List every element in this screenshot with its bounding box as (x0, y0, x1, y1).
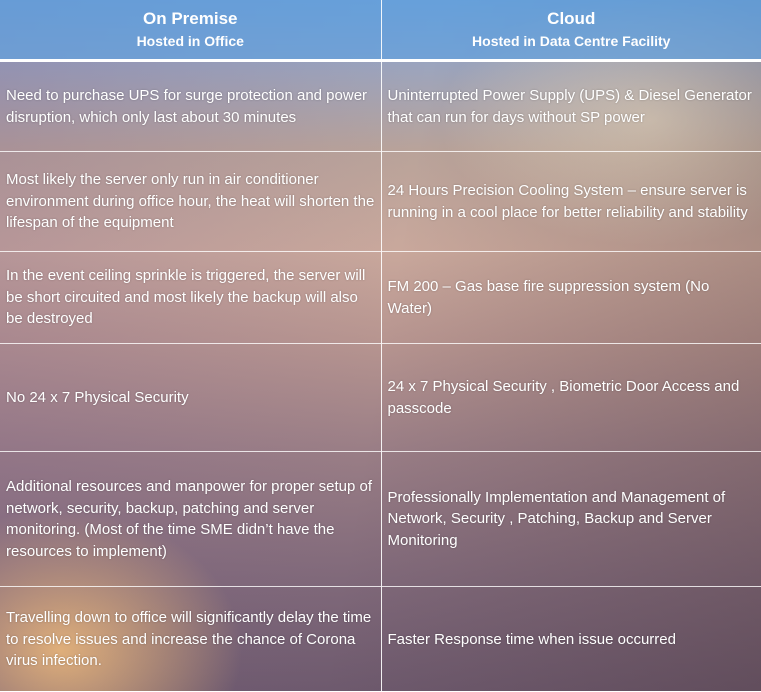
header-title: On Premise (143, 8, 238, 28)
cloud-cell: 24 x 7 Physical Security , Biometric Doo… (381, 343, 761, 452)
table-row: No 24 x 7 Physical Security 24 x 7 Physi… (0, 343, 761, 452)
on-premise-cell: Travelling down to office will significa… (0, 586, 382, 692)
table-row: Need to purchase UPS for surge protectio… (0, 60, 761, 152)
header-on-premise: On Premise Hosted in Office (0, 0, 382, 62)
on-premise-cell: Need to purchase UPS for surge protectio… (0, 60, 382, 152)
cloud-cell: FM 200 – Gas base fire suppression syste… (381, 251, 761, 344)
on-premise-cell: Additional resources and manpower for pr… (0, 451, 382, 587)
header-cloud: Cloud Hosted in Data Centre Facility (381, 0, 761, 62)
cloud-cell: Faster Response time when issue occurred (381, 586, 761, 692)
table-row: Travelling down to office will significa… (0, 586, 761, 692)
cloud-cell: 24 Hours Precision Cooling System – ensu… (381, 151, 761, 252)
on-premise-cell: No 24 x 7 Physical Security (0, 343, 382, 452)
table-row: Additional resources and manpower for pr… (0, 451, 761, 587)
header-title: Cloud (547, 8, 596, 28)
on-premise-cell: Most likely the server only run in air c… (0, 151, 382, 252)
header-subtitle: Hosted in Office (136, 32, 244, 49)
table-row: Most likely the server only run in air c… (0, 151, 761, 252)
cloud-cell: Professionally Implementation and Manage… (381, 451, 761, 587)
cloud-cell: Uninterrupted Power Supply (UPS) & Diese… (381, 60, 761, 152)
header-row: On Premise Hosted in Office Cloud Hosted… (0, 0, 761, 62)
table-row: In the event ceiling sprinkle is trigger… (0, 251, 761, 344)
on-premise-cell: In the event ceiling sprinkle is trigger… (0, 251, 382, 344)
header-subtitle: Hosted in Data Centre Facility (472, 32, 671, 49)
